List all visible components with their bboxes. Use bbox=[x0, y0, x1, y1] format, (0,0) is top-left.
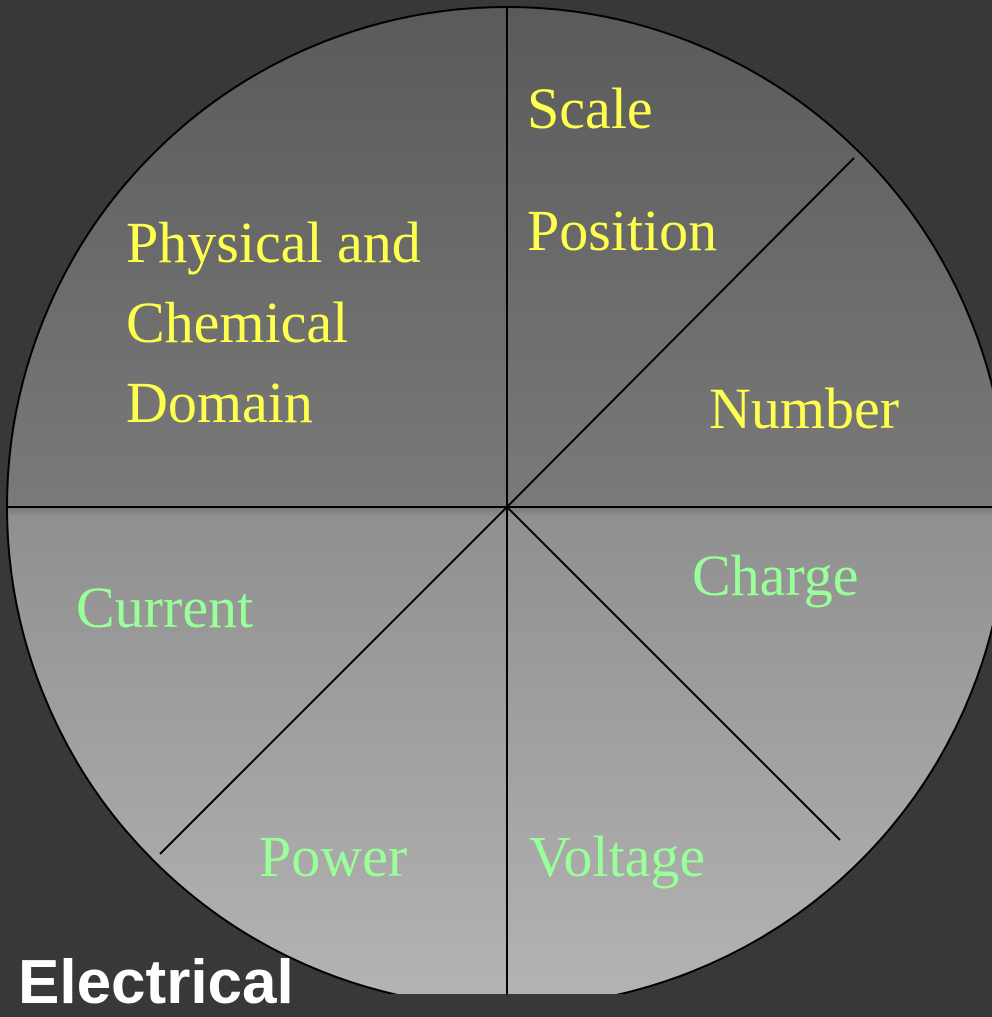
label-voltage: Voltage bbox=[529, 824, 705, 889]
label-current: Current bbox=[76, 575, 253, 640]
divider-lower-right bbox=[506, 506, 841, 841]
label-scale-position: Scale Position bbox=[527, 76, 717, 263]
bottom-caption: Electrical bbox=[18, 948, 294, 1017]
divider-lower-left bbox=[159, 506, 508, 855]
circle-body bbox=[6, 6, 992, 994]
divider-upper-right bbox=[506, 157, 855, 508]
domain-circle-diagram: Physical and Chemical Domain Scale Posit… bbox=[6, 6, 992, 994]
label-number: Number bbox=[709, 376, 899, 441]
label-power: Power bbox=[259, 824, 407, 889]
label-charge: Charge bbox=[692, 543, 858, 608]
label-physical-chemical-domain: Physical and Chemical Domain bbox=[126, 210, 435, 435]
